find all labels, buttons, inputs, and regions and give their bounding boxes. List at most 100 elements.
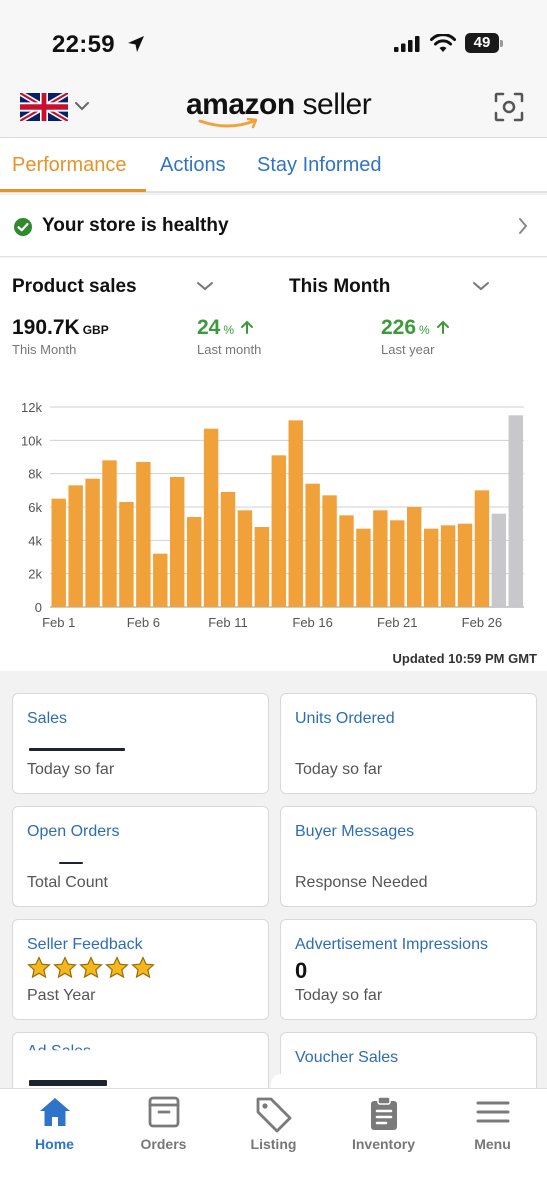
active-tab-indicator	[0, 189, 146, 192]
bar-feb-23	[423, 528, 439, 607]
star-rating	[27, 956, 155, 980]
bar-feb-7	[153, 553, 168, 607]
hamburger-icon	[476, 1101, 509, 1123]
nav-listing[interactable]: Listing	[219, 1089, 328, 1159]
x-tick-label: Feb 26	[462, 615, 502, 630]
bar-feb-14	[271, 455, 286, 607]
card-subtitle: Today so far	[295, 987, 383, 1004]
card-buyer-messages[interactable]: Buyer Messages Response Needed	[280, 806, 537, 907]
check-circle-icon	[14, 218, 32, 236]
bar-feb-3	[85, 478, 100, 607]
last-year-label: Last year	[381, 342, 435, 357]
bar-feb-6	[136, 462, 151, 607]
y-tick-label: 2k	[28, 567, 42, 582]
nav-menu[interactable]: Menu	[438, 1089, 547, 1159]
nav-label: Inventory	[351, 1136, 415, 1152]
tab-performance[interactable]: Performance	[12, 154, 127, 176]
camera-scan-icon[interactable]	[494, 92, 524, 122]
last-year-change: 226%	[381, 316, 450, 340]
card-title: Sales	[27, 710, 68, 727]
nav-inventory[interactable]: Inventory	[329, 1089, 438, 1159]
bar-feb-17	[322, 495, 337, 607]
chevron-right-icon	[519, 218, 528, 234]
redacted-value	[59, 862, 83, 864]
bar-feb-26	[474, 490, 490, 607]
y-tick-label: 8k	[28, 467, 42, 482]
card-title: Seller Feedback	[27, 936, 143, 953]
card-sales[interactable]: Sales Today so far	[12, 693, 269, 794]
bar-feb-5	[119, 502, 134, 607]
card-title: Buyer Messages	[295, 823, 415, 840]
amazon-seller-logo: amazon seller	[186, 86, 372, 132]
bar-feb-11	[220, 492, 236, 607]
store-health-row[interactable]: Your store is healthy	[0, 195, 547, 257]
bar-feb-8	[170, 477, 185, 607]
logo-word-seller: seller	[294, 88, 372, 121]
status-time: 22:59	[52, 31, 115, 58]
star-icon	[53, 956, 77, 979]
card-ad-sales[interactable]: Ad Sales	[12, 1032, 269, 1091]
cellular-signal-icon	[394, 36, 420, 52]
location-arrow-icon	[128, 36, 144, 52]
card-units-ordered[interactable]: Units Ordered Today so far	[280, 693, 537, 794]
nav-label: Orders	[140, 1136, 187, 1152]
star-icon	[27, 956, 51, 979]
nav-home[interactable]: Home	[0, 1089, 109, 1159]
card-subtitle: Past Year	[27, 987, 96, 1004]
chevron-down-icon[interactable]	[74, 100, 90, 112]
period-dropdown[interactable]: This Month	[289, 276, 391, 297]
app-header: amazon seller	[0, 80, 547, 138]
star-icon	[105, 956, 129, 979]
star-icon	[131, 956, 155, 979]
bar-feb-20	[373, 510, 388, 607]
bar-feb-10	[203, 428, 219, 607]
bar-feb-18	[339, 515, 354, 607]
last-month-change: 24%	[197, 316, 254, 340]
redacted-value	[29, 1080, 107, 1086]
y-tick-label: 12k	[21, 400, 42, 415]
card-ad-impressions[interactable]: Advertisement Impressions 0 Today so far	[280, 919, 537, 1020]
y-tick-label: 0	[35, 600, 42, 615]
bar-feb-21	[390, 520, 405, 607]
uk-flag-icon[interactable]	[20, 93, 68, 121]
bottom-navigation: Home Orders Listing Inventory Menu	[0, 1088, 547, 1200]
bar-feb-16	[305, 483, 320, 607]
tab-stay-informed[interactable]: Stay Informed	[257, 154, 382, 176]
orders-icon	[148, 1096, 179, 1128]
bar-feb-2	[68, 485, 83, 607]
card-open-orders[interactable]: Open Orders Total Count	[12, 806, 269, 907]
nav-orders[interactable]: Orders	[109, 1089, 218, 1159]
battery-level: 49	[465, 33, 499, 53]
sales-period-label: This Month	[12, 342, 77, 357]
store-health-text: Your store is healthy	[42, 215, 229, 236]
nav-label: Listing	[250, 1136, 297, 1152]
y-tick-label: 10k	[21, 433, 42, 448]
redacted-value	[29, 748, 125, 751]
chevron-down-icon[interactable]	[196, 280, 214, 292]
logo-word-amazon: amazon	[186, 88, 295, 121]
y-tick-label: 6k	[28, 500, 42, 515]
last-month-label: Last month	[197, 342, 262, 357]
nav-label: Home	[35, 1136, 74, 1152]
arrow-up-icon	[436, 320, 449, 334]
arrow-up-icon	[240, 320, 253, 334]
bar-feb-19	[356, 528, 371, 607]
bar-feb-25	[457, 523, 473, 607]
bar-feb-1	[51, 498, 66, 607]
metric-dropdown[interactable]: Product sales	[12, 276, 137, 297]
chevron-down-icon[interactable]	[472, 280, 490, 292]
bar-feb-22	[407, 507, 422, 607]
bar-feb-13	[254, 527, 270, 607]
card-title: Units Ordered	[295, 710, 395, 727]
bar-feb-24	[440, 525, 456, 607]
nav-label: Menu	[474, 1136, 511, 1152]
wifi-icon	[430, 34, 456, 52]
y-tick-label: 4k	[28, 533, 42, 548]
card-value: 0	[295, 958, 308, 983]
x-tick-label: Feb 21	[377, 615, 417, 630]
tab-actions[interactable]: Actions	[160, 154, 226, 176]
card-seller-feedback[interactable]: Seller Feedback Past Year	[12, 919, 269, 1020]
status-bar: 22:59 49	[0, 0, 547, 80]
top-tabs: Performance Actions Stay Informed	[0, 138, 547, 193]
currency-unit: GBP	[82, 323, 109, 337]
